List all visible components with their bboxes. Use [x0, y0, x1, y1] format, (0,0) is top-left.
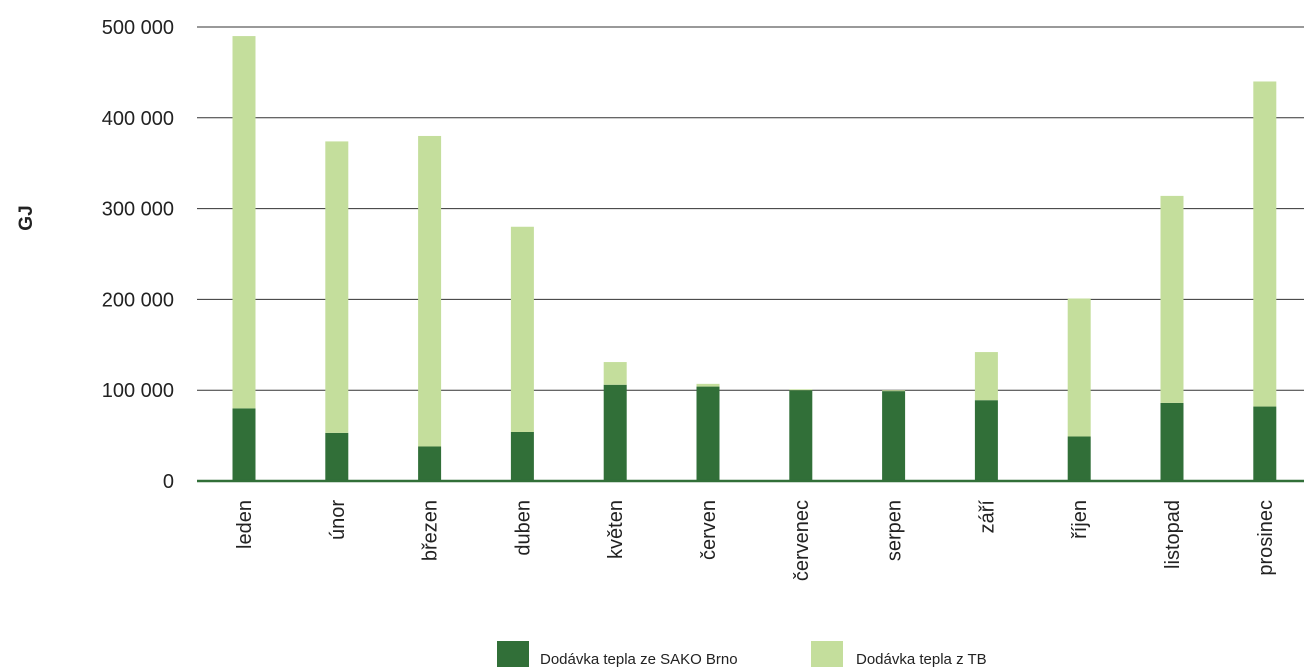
bar-segment-sako: [1253, 406, 1277, 481]
bar-segment-tb: [1160, 195, 1184, 403]
legend-label: Dodávka tepla ze SAKO Brno: [540, 651, 738, 667]
bar-segment-sako: [974, 400, 998, 481]
x-tick-label: říjen: [1069, 500, 1091, 539]
y-tick-label: 100 000: [102, 380, 174, 402]
bar-segment-sako: [882, 391, 906, 481]
legend-label: Dodávka tepla z TB: [856, 651, 987, 667]
y-axis-title: GJ: [16, 205, 37, 230]
x-tick-label: červen: [698, 500, 720, 560]
bar-segment-tb: [232, 36, 256, 409]
bar-segment-tb: [974, 352, 998, 401]
bar-segment-sako: [510, 431, 534, 481]
bar-segment-sako: [603, 384, 627, 481]
bar-segment-sako: [325, 432, 349, 481]
x-tick-label: září: [976, 500, 998, 534]
bar-segment-tb: [882, 390, 906, 392]
bar-segment-tb: [789, 389, 813, 391]
y-tick-label: 200 000: [102, 289, 174, 311]
y-tick-label: 500 000: [102, 17, 174, 39]
bar-segment-sako: [789, 390, 813, 481]
y-tick-label: 0: [163, 471, 174, 493]
x-tick-label: květen: [605, 500, 627, 559]
x-tick-label: listopad: [1162, 500, 1184, 569]
x-tick-label: únor: [327, 500, 349, 540]
grid-lines: [197, 26, 1304, 391]
x-tick-label: duben: [512, 500, 534, 556]
legend-swatch: [811, 641, 843, 667]
x-tick-label: červenec: [791, 500, 813, 581]
bar-segment-sako: [418, 446, 442, 481]
bar-segment-tb: [603, 362, 627, 385]
x-tick-label: serpen: [884, 500, 906, 561]
bar-segment-tb: [418, 135, 442, 447]
bar-segment-tb: [510, 226, 534, 432]
legend: Dodávka tepla ze SAKO Brno Dodávka tepla …: [497, 641, 987, 668]
bar-segment-tb: [1253, 81, 1277, 407]
bar-segment-sako: [1160, 402, 1184, 481]
y-tick-label: 400 000: [102, 108, 174, 130]
bar-segment-tb: [1067, 298, 1091, 437]
bar-segment-sako: [696, 386, 720, 481]
x-tick-label: březen: [420, 500, 442, 561]
bar-segment-sako: [1067, 436, 1091, 481]
legend-swatch: [497, 641, 529, 667]
axis: 0 100 000 200 000 300 000 400 000 500 000 lede…: [102, 17, 1304, 581]
bars: [232, 36, 1277, 481]
x-tick-label: leden: [234, 500, 256, 549]
bar-segment-tb: [325, 141, 349, 433]
x-tick-label: prosinec: [1255, 500, 1277, 576]
y-tick-label: 300 000: [102, 199, 174, 221]
bar-segment-sako: [232, 408, 256, 481]
bar-segment-tb: [696, 383, 720, 387]
